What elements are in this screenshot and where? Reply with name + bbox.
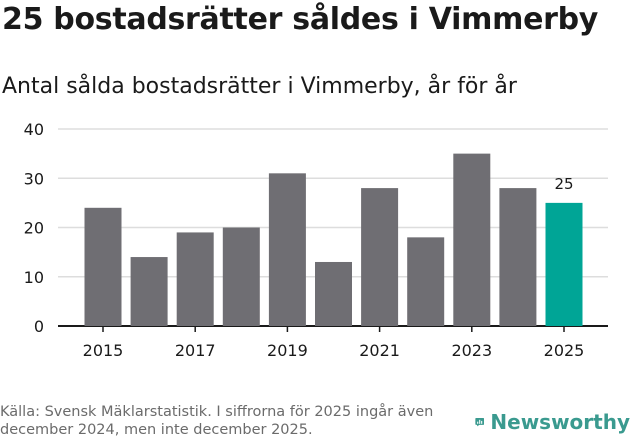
y-tick-label-40: 40 (24, 120, 44, 139)
data-label-2025: 25 (554, 175, 573, 193)
y-tick-label-0: 0 (34, 317, 44, 336)
logo-text: Newsworthy (490, 410, 630, 434)
bar-2018 (222, 227, 260, 326)
bar-2020 (315, 261, 352, 326)
bar-chart: 0 10 20 30 40 2015 2017 2019 2021 2023 2025 25 (24, 120, 608, 360)
y-axis-ticks: 0 10 20 30 40 (24, 120, 44, 336)
bar-2017 (176, 232, 214, 326)
x-tick-label-2025: 2025 (544, 341, 585, 360)
bar-2015 (84, 207, 122, 326)
y-tick-label-20: 20 (24, 219, 44, 238)
bar-2019 (268, 173, 306, 326)
x-tick-label-2023: 2023 (451, 341, 492, 360)
x-tick-label-2015: 2015 (83, 341, 124, 360)
page-title: 25 bostadsrätter såldes i Vimmerby (2, 2, 599, 37)
data-labels: 25 (554, 175, 573, 193)
bar-2024 (499, 188, 537, 326)
bar-2023 (453, 153, 491, 326)
source-line-1: Källa: Svensk Mäklarstatistik. I siffror… (0, 404, 434, 420)
x-tick-label-2017: 2017 (175, 341, 216, 360)
x-axis-ticks: 2015 2017 2019 2021 2023 2025 (83, 326, 585, 360)
chart-subtitle: Antal sålda bostadsrätter i Vimmerby, år… (2, 74, 517, 99)
bar-2016 (130, 257, 168, 326)
bar-chart-speech-bubble-icon (475, 418, 485, 427)
source-line-2: december 2024, men inte december 2025. (0, 422, 313, 438)
bars (84, 153, 583, 326)
y-tick-label-30: 30 (24, 169, 44, 188)
source-note: Källa: Svensk Mäklarstatistik. I siffror… (0, 403, 470, 439)
x-tick-label-2021: 2021 (359, 341, 400, 360)
newsworthy-logo: Newsworthy (475, 407, 630, 437)
bar-2021 (361, 188, 399, 326)
bar-2025 (545, 202, 583, 326)
y-tick-label-10: 10 (24, 268, 44, 287)
bar-2022 (407, 237, 445, 326)
x-tick-label-2019: 2019 (267, 341, 308, 360)
